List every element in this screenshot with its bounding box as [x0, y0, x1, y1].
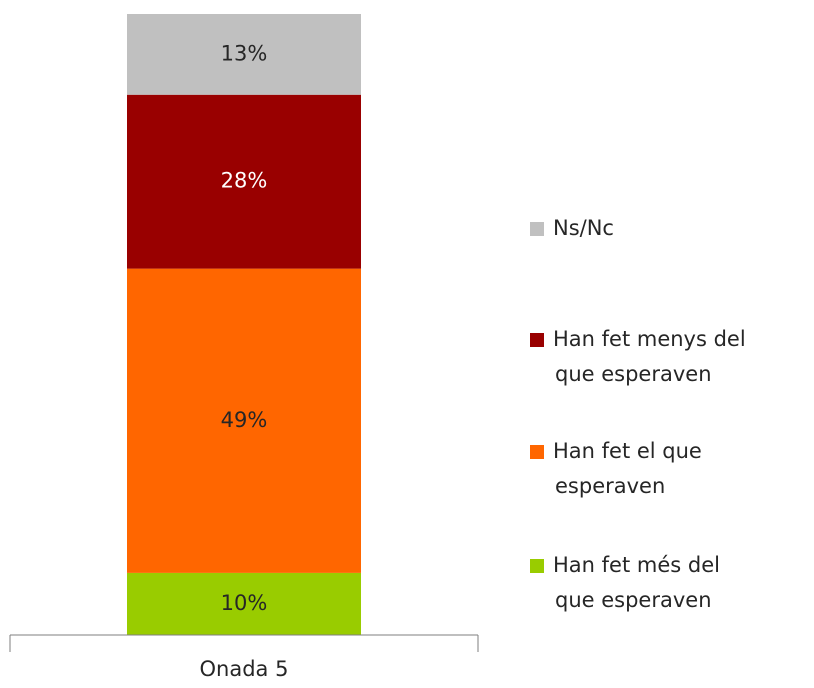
- legend-swatch: [530, 559, 544, 573]
- legend-swatch: [530, 445, 544, 459]
- data-label: 13%: [221, 41, 268, 65]
- data-label: 28%: [221, 169, 268, 193]
- bar-segment: [127, 94, 361, 269]
- data-label: 10%: [221, 591, 268, 615]
- legend-label: Han fet més del que esperaven: [553, 553, 720, 612]
- data-label: 49%: [221, 408, 268, 432]
- bar-segment: [127, 14, 361, 95]
- x-tick-label: Onada 5: [200, 657, 289, 681]
- legend-label: Han fet el que esperaven: [553, 439, 702, 498]
- bar-segment: [127, 268, 361, 573]
- legend-swatch: [530, 333, 544, 347]
- legend-label: Ns/Nc: [553, 216, 614, 240]
- legend-swatch: [530, 222, 544, 236]
- bar-segment: [127, 572, 361, 635]
- legend-label: Han fet menys del que esperaven: [553, 327, 746, 386]
